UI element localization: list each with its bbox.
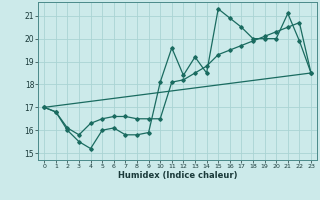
X-axis label: Humidex (Indice chaleur): Humidex (Indice chaleur) [118, 171, 237, 180]
